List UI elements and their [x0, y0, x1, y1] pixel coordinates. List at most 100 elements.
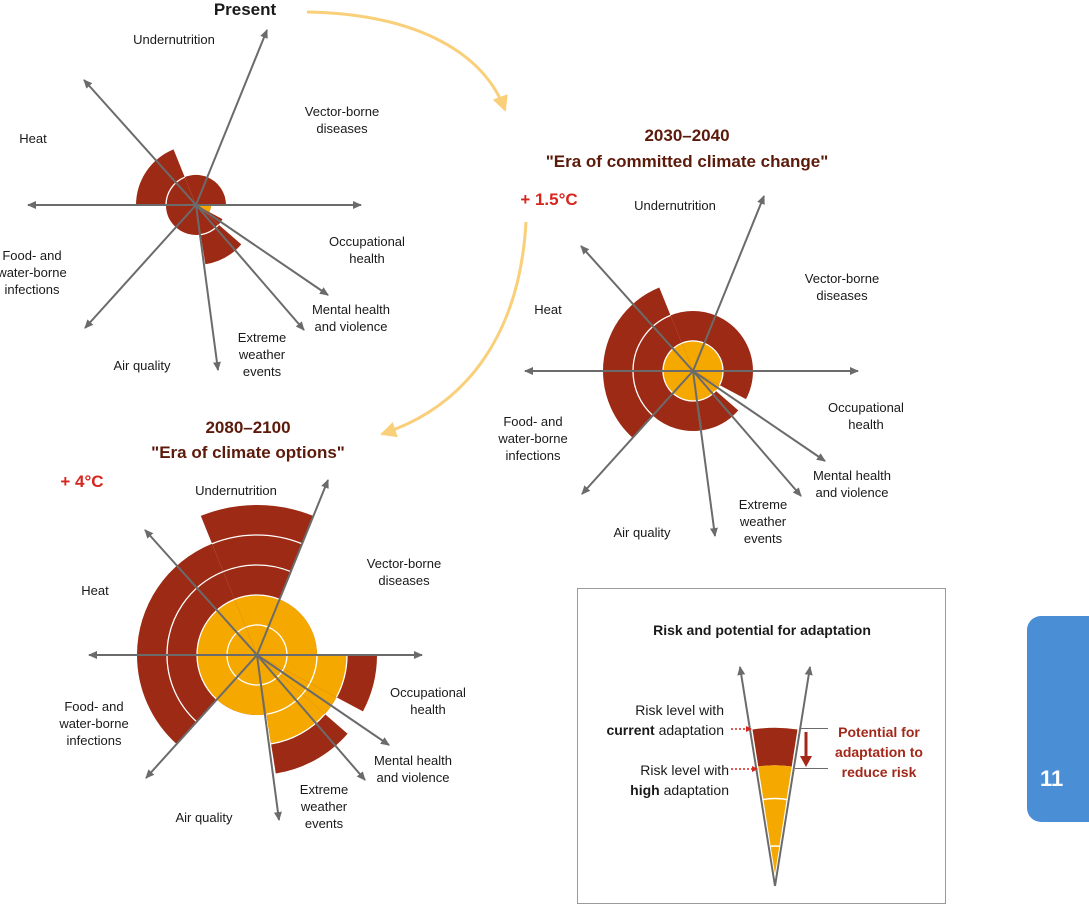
label-2080-heat: Heat: [81, 583, 109, 598]
axis-occupational: [692, 370, 826, 462]
axis-extreme: [195, 204, 221, 371]
sector-high-adaptation-risk: [693, 343, 723, 371]
label-2030-heat: Heat: [534, 302, 562, 317]
diagram-title-2080: 2080–2100: [205, 418, 290, 437]
sector-high-adaptation-risk: [216, 655, 267, 715]
sector-high-adaptation-risk: [257, 655, 337, 715]
temperature-2030: + 1.5°C: [520, 190, 577, 209]
risk-level-ring: [211, 534, 303, 545]
label-2080-undernutrition: Undernutrition: [195, 483, 277, 498]
axis-air: [581, 370, 694, 495]
risk-level-ring: [662, 370, 674, 394]
legend-potential-arrow-head: [800, 756, 812, 767]
axis-layer-2030: [524, 195, 859, 537]
axis-undernutrition: [195, 29, 268, 206]
label-2080-occupational: Occupational health: [390, 685, 466, 717]
risk-level-ring: [270, 713, 326, 745]
axis-layer-present: [27, 29, 362, 371]
legend-current-bold: current: [606, 722, 655, 738]
label-2080-food-water: Food- and water-borne infections: [58, 699, 128, 748]
sector-current-risk: [166, 205, 196, 228]
diagram-subtitle-2080: "Era of climate options": [151, 443, 345, 462]
label-present-air: Air quality: [113, 358, 171, 373]
legend-title: Risk and potential for adaptation: [653, 622, 871, 638]
axis-occupational: [195, 204, 329, 296]
axis-mental: [692, 370, 802, 497]
risk-level-ring: [226, 626, 247, 656]
sector-current-risk: [603, 287, 693, 371]
sector-high-adaptation-risk: [257, 655, 325, 744]
sector-high-adaptation-risk: [693, 371, 723, 386]
flow-arrow-2030-to-2080: [380, 221, 528, 438]
label-2080-mental: Mental health and violence: [374, 753, 452, 785]
risk-level-ring: [309, 654, 318, 684]
label-present-vector-borne: Vector-borne diseases: [305, 104, 379, 136]
label-present-mental: Mental health and violence: [312, 302, 390, 334]
axis-undernutrition: [256, 479, 329, 656]
axis-mental: [256, 654, 366, 781]
legend-current-line1: Risk level with: [635, 702, 724, 718]
legend-pointer-current-head: [746, 726, 752, 732]
label-present-food-water: Food- and water-borne infections: [0, 248, 67, 297]
label-present-extreme: Extreme weather events: [238, 330, 286, 379]
diagram-subtitle-2030: "Era of committed climate change": [546, 152, 829, 171]
sector-layer-present: [136, 149, 242, 265]
legend-potential-line2: adaptation to: [835, 744, 923, 760]
axis-heat-up: [83, 79, 197, 206]
label-2030-extreme: Extreme weather events: [739, 497, 787, 546]
sector-high-adaptation-risk: [197, 655, 257, 700]
sector-layer-2030: [603, 287, 753, 438]
risk-level-ring: [223, 564, 291, 573]
legend-cone-left-edge: [737, 666, 776, 887]
risk-level-ring: [200, 224, 220, 236]
label-2030-vector-borne: Vector-borne diseases: [805, 271, 879, 303]
axis-occupational: [256, 654, 390, 746]
risk-level-ring: [632, 370, 654, 417]
sector-high-adaptation-risk: [672, 371, 698, 402]
axis-air: [84, 204, 197, 329]
label-2030-air: Air quality: [613, 525, 671, 540]
risk-level-ring: [266, 693, 303, 715]
legend-box: Risk and potential for adaptation Risk l…: [577, 588, 946, 904]
legend-potential-line3: reduce risk: [842, 764, 917, 780]
sector-layer-2080: [137, 504, 377, 774]
risk-level-ring: [697, 390, 717, 402]
label-2030-mental: Mental health and violence: [813, 468, 891, 500]
legend-cone-high: [758, 765, 792, 874]
legend-potential-line1: Potential for: [838, 724, 920, 740]
legend-current-rest: adaptation: [655, 722, 724, 738]
axis-heat-up: [144, 529, 258, 656]
radar-2080-2100: 2080–2100 "Era of climate options" + 4°C…: [58, 418, 466, 831]
legend-cone-current: [752, 727, 798, 767]
sector-high-adaptation-risk: [257, 599, 317, 655]
risk-level-ring: [166, 570, 224, 656]
risk-level-ring: [226, 654, 238, 678]
flow-arrow-present-to-2030: [306, 10, 508, 112]
axis-air: [145, 654, 258, 779]
risk-level-ring: [166, 654, 198, 723]
label-2080-vector-borne: Vector-borne diseases: [367, 556, 441, 588]
axis-layer-2080: [88, 479, 423, 821]
radar-present: Present Undernutrition Vector-borne disea…: [0, 0, 405, 379]
risk-level-ring: [335, 654, 348, 698]
axis-heat-up: [580, 245, 694, 372]
legend-high-rest: adaptation: [660, 782, 729, 798]
label-present-occupational: Occupational health: [329, 234, 405, 266]
legend-cone-right-edge: [774, 666, 813, 887]
label-2030-undernutrition: Undernutrition: [634, 198, 716, 213]
risk-level-ring: [165, 176, 186, 206]
risk-level-ring: [261, 674, 281, 686]
sector-current-risk: [200, 504, 314, 655]
radar-2030-2040: 2030–2040 "Era of committed climate chan…: [497, 126, 904, 546]
risk-level-ring: [234, 594, 280, 600]
sector-high-adaptation-risk: [257, 655, 347, 698]
label-2030-occupational: Occupational health: [828, 400, 904, 432]
sector-current-risk: [136, 149, 196, 205]
risk-level-ring: [196, 598, 235, 656]
axis-extreme: [256, 654, 282, 821]
sector-current-risk: [184, 175, 208, 205]
legend-cone-divider-1: [760, 797, 790, 801]
diagram-title-present: Present: [214, 0, 277, 19]
axis-mental: [195, 204, 305, 331]
